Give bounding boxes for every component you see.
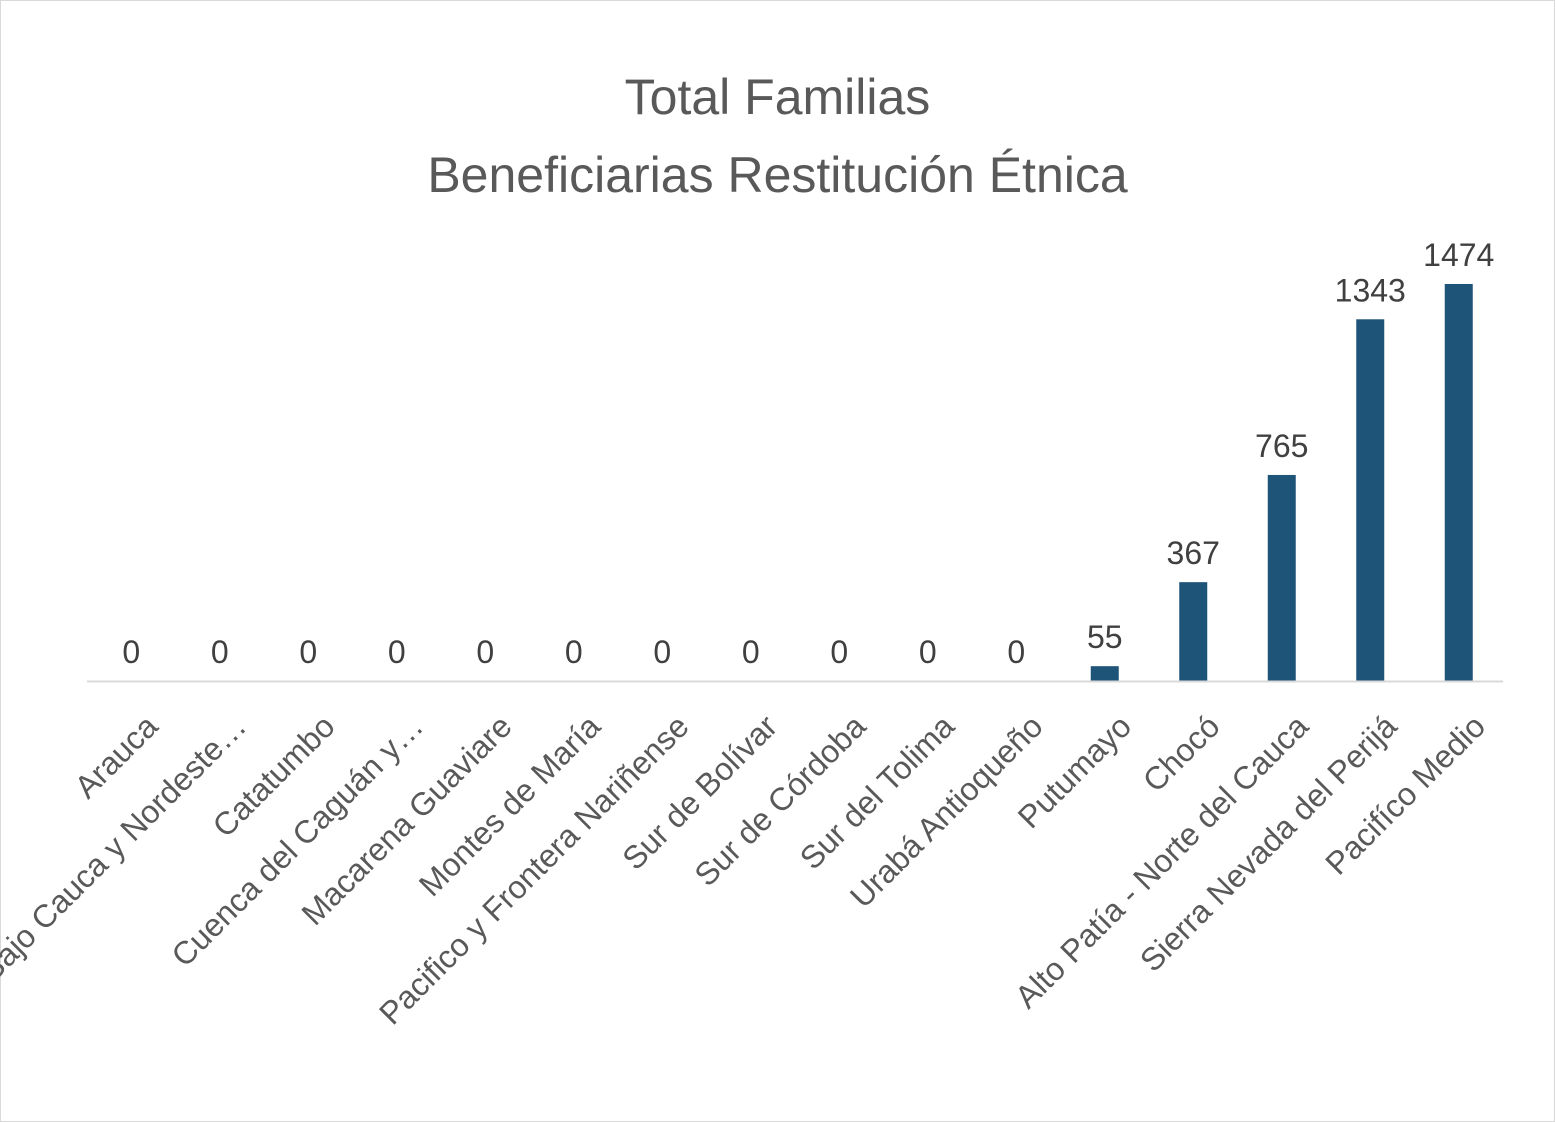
data-label-9: 0 — [919, 634, 937, 670]
tick-label-7: Sur de Bolívar — [615, 708, 784, 877]
chart-title-line2: Beneficiarias Restitución Étnica — [427, 147, 1128, 203]
data-label-14: 1343 — [1335, 272, 1406, 308]
data-label-1: 0 — [211, 634, 229, 670]
data-label-4: 0 — [476, 634, 494, 670]
data-label-12: 367 — [1167, 535, 1220, 571]
data-label-2: 0 — [299, 634, 317, 670]
tick-label-9: Sur del Tolima — [793, 708, 962, 877]
data-label-3: 0 — [388, 634, 406, 670]
data-label-11: 55 — [1087, 619, 1123, 655]
bar-13 — [1267, 474, 1296, 681]
bar-12 — [1179, 582, 1208, 681]
data-label-8: 0 — [830, 634, 848, 670]
data-label-13: 765 — [1255, 428, 1308, 464]
data-labels-group: 0 0 0 0 0 0 0 0 0 0 0 55 367 765 1343 1474 — [122, 237, 1494, 670]
bar-15 — [1444, 284, 1473, 681]
data-label-10: 0 — [1007, 634, 1025, 670]
data-label-0: 0 — [122, 634, 140, 670]
bars-group — [1090, 284, 1473, 681]
data-label-6: 0 — [653, 634, 671, 670]
data-label-5: 0 — [565, 634, 583, 670]
bar-11 — [1090, 666, 1119, 681]
data-label-15: 1474 — [1423, 237, 1494, 273]
tick-label-15: Pacifíco Medio — [1318, 708, 1492, 882]
chart-title-line1: Total Familias — [624, 69, 931, 125]
bar-14 — [1356, 319, 1385, 681]
data-label-7: 0 — [742, 634, 760, 670]
